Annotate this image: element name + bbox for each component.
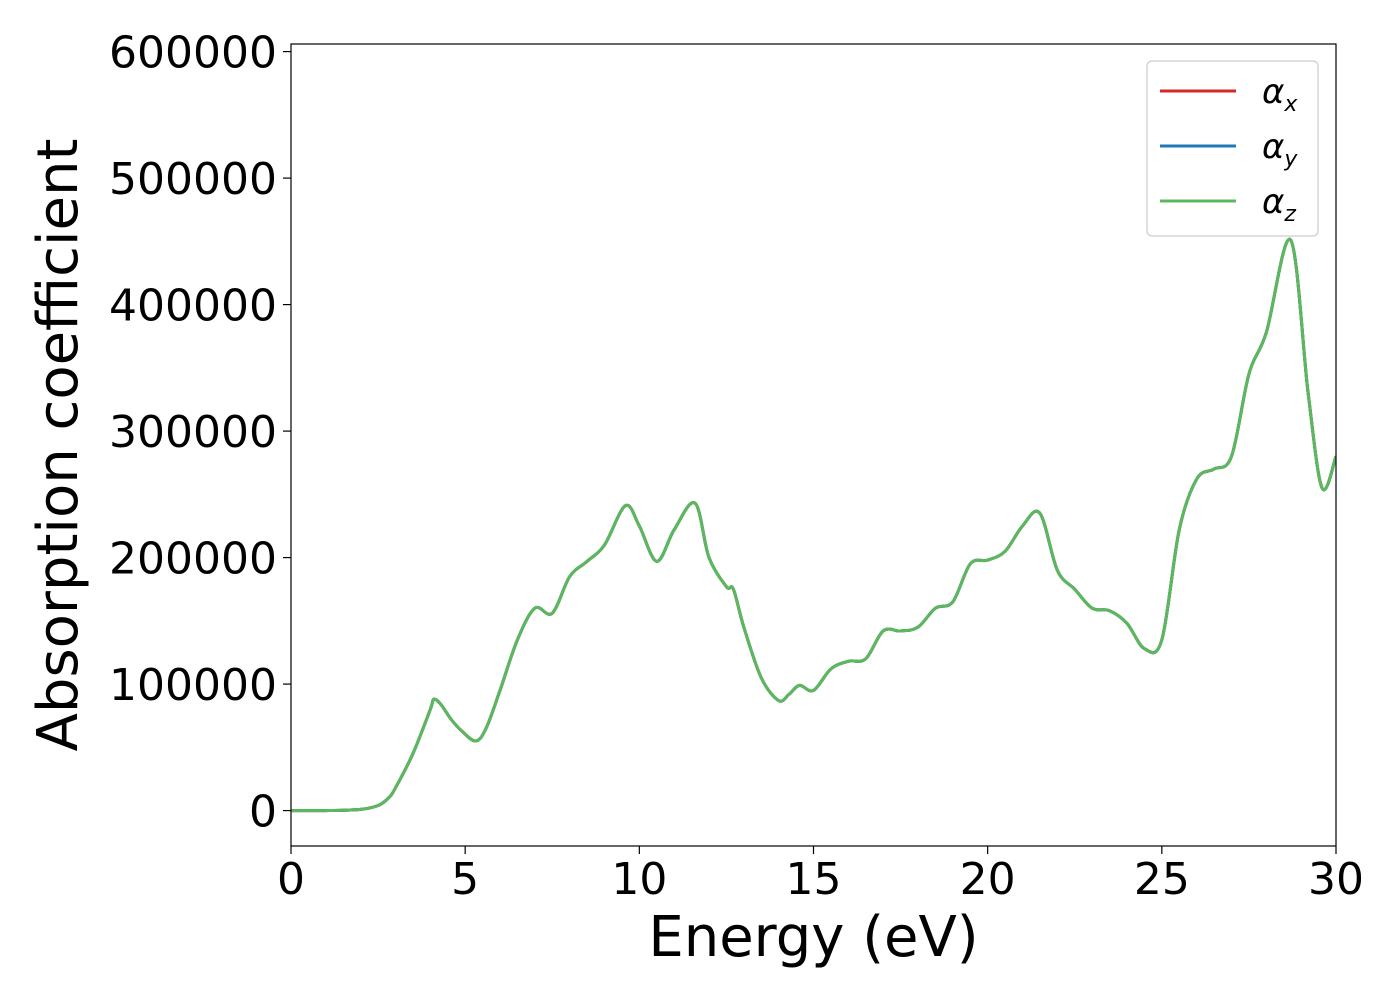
legend-box <box>1146 60 1319 237</box>
series-line-z <box>291 237 1336 813</box>
y-axis-title: Absorption coefficient <box>26 139 91 752</box>
x-tick-label: 10 <box>611 854 667 905</box>
y-tick-label: 500000 <box>109 154 277 205</box>
x-tick-label: 20 <box>960 854 1016 905</box>
x-tick-label: 5 <box>451 854 479 905</box>
x-tick-label: 15 <box>786 854 842 905</box>
y-axis-ticks: 0 100000 200000 300000 400000 500000 600000 <box>109 28 291 838</box>
x-axis-ticks: 0 5 10 15 20 25 30 <box>277 846 1364 905</box>
x-axis-title: Energy (eV) <box>648 905 978 970</box>
series-layer <box>291 237 1336 813</box>
y-tick-label: 300000 <box>109 407 277 458</box>
x-tick-label: 25 <box>1134 854 1190 905</box>
y-tick-label: 400000 <box>109 281 277 332</box>
x-tick-label: 30 <box>1308 854 1364 905</box>
y-tick-label: 200000 <box>109 534 277 585</box>
y-tick-label: 600000 <box>109 28 277 79</box>
y-tick-label: 100000 <box>109 660 277 711</box>
y-tick-label: 0 <box>249 787 277 838</box>
x-tick-label: 0 <box>277 854 305 905</box>
